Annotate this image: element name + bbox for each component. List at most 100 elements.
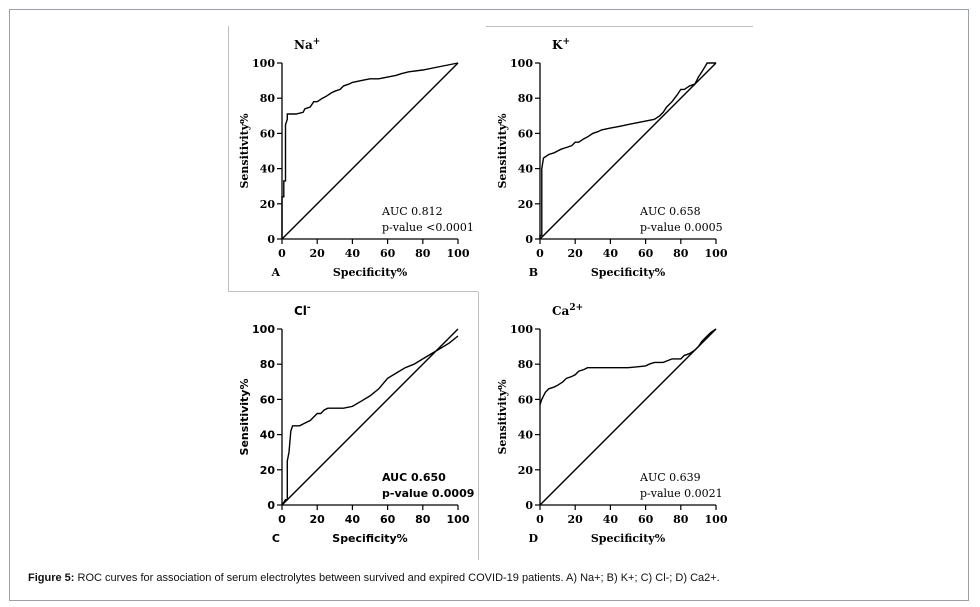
x-tick-label: 0 bbox=[278, 247, 286, 260]
x-tick-label: 80 bbox=[673, 247, 689, 260]
x-tick-label: 20 bbox=[310, 247, 326, 260]
x-tick-label: 60 bbox=[380, 247, 396, 260]
x-tick-label: 60 bbox=[380, 513, 396, 526]
y-tick-label: 60 bbox=[260, 393, 276, 406]
roc-chart-cl: 0 20 40 60 80 100 0 20 40 60 80 100 Cl- Specificity% S… bbox=[238, 303, 474, 545]
y-tick-label: 20 bbox=[260, 198, 276, 211]
plot-title-superscript: 2+ bbox=[569, 303, 583, 313]
roc-curve-line bbox=[539, 328, 717, 405]
y-tick-label: 0 bbox=[525, 233, 533, 246]
panel-a-bottom-border bbox=[228, 291, 478, 292]
x-tick-label: 100 bbox=[447, 247, 470, 260]
reference-diagonal-line bbox=[281, 328, 459, 506]
p-value-annotation: p-value 0.0021 bbox=[640, 487, 723, 500]
y-tick-label: 60 bbox=[518, 127, 534, 140]
x-tick-label: 100 bbox=[705, 513, 728, 526]
y-tick-label: 60 bbox=[260, 127, 276, 140]
x-tick-label: 100 bbox=[447, 513, 470, 526]
y-tick-label: 20 bbox=[518, 198, 534, 211]
x-tick-label: 80 bbox=[415, 247, 431, 260]
auc-annotation: AUC 0.658 bbox=[639, 205, 701, 218]
y-tick-label: 40 bbox=[260, 163, 276, 176]
y-tick-label: 0 bbox=[267, 499, 275, 512]
plot-title: Cl- bbox=[294, 303, 311, 318]
y-tick-label: 100 bbox=[252, 57, 275, 70]
x-axis-label: Specificity% bbox=[591, 532, 666, 545]
y-tick-label: 80 bbox=[518, 92, 534, 105]
x-tick-label: 0 bbox=[278, 513, 286, 526]
caption-label: Figure 5: bbox=[28, 572, 75, 584]
plot-title-superscript: + bbox=[313, 37, 321, 47]
y-tick-label: 80 bbox=[260, 92, 276, 105]
x-axis-label: Specificity% bbox=[591, 266, 666, 279]
x-tick-label: 40 bbox=[345, 513, 361, 526]
panel-letter: A bbox=[270, 266, 280, 279]
x-tick-label: 20 bbox=[568, 247, 584, 260]
auc-annotation: AUC 0.650 bbox=[382, 471, 446, 484]
plot-title: Ca2+ bbox=[552, 303, 583, 318]
y-axis-label: Sensitivity% bbox=[238, 113, 251, 189]
roc-curve-line bbox=[539, 62, 716, 239]
roc-chart-ca: 0 20 40 60 80 100 0 20 40 60 80 100 Ca2+ Specificity%… bbox=[496, 303, 728, 545]
x-tick-label: 40 bbox=[345, 247, 361, 260]
x-tick-label: 80 bbox=[415, 513, 431, 526]
plot-title-text: Na bbox=[294, 38, 313, 52]
y-tick-label: 20 bbox=[518, 464, 534, 477]
x-tick-label: 20 bbox=[310, 513, 326, 526]
reference-diagonal-line bbox=[539, 328, 717, 506]
panel-b-top-border bbox=[486, 26, 753, 27]
p-value-annotation: p-value <0.0001 bbox=[382, 221, 474, 234]
panel-c-right-border bbox=[478, 292, 479, 560]
panel-letter: D bbox=[528, 532, 538, 545]
y-tick-label: 40 bbox=[518, 163, 534, 176]
plot-title: Na+ bbox=[294, 37, 320, 52]
figure-frame bbox=[9, 9, 969, 601]
p-value-annotation: p-value 0.0009 bbox=[382, 487, 474, 500]
panel-letter: C bbox=[272, 532, 280, 545]
caption-text: ROC curves for association of serum elec… bbox=[74, 572, 720, 584]
plot-title: K+ bbox=[552, 37, 570, 52]
y-tick-label: 100 bbox=[510, 57, 533, 70]
p-value-annotation: p-value 0.0005 bbox=[640, 221, 723, 234]
panel-letter: B bbox=[529, 266, 538, 279]
x-tick-label: 40 bbox=[603, 247, 619, 260]
plot-title-text: K bbox=[552, 38, 563, 52]
y-tick-label: 20 bbox=[260, 464, 276, 477]
y-tick-label: 80 bbox=[518, 358, 534, 371]
roc-chart-na: 0 20 40 60 80 100 0 20 40 60 80 100 Na+ Specificity% S… bbox=[238, 37, 474, 279]
y-tick-label: 60 bbox=[518, 393, 534, 406]
y-tick-label: 40 bbox=[518, 429, 534, 442]
auc-annotation: AUC 0.639 bbox=[639, 471, 701, 484]
y-tick-label: 100 bbox=[252, 323, 275, 336]
x-tick-label: 80 bbox=[673, 513, 689, 526]
x-tick-label: 100 bbox=[705, 247, 728, 260]
plot-title-superscript: - bbox=[307, 303, 311, 313]
y-tick-label: 0 bbox=[525, 499, 533, 512]
reference-diagonal-line bbox=[539, 62, 717, 240]
roc-curve-line bbox=[281, 335, 459, 506]
x-tick-label: 60 bbox=[638, 513, 654, 526]
plot-title-text: Cl bbox=[294, 304, 307, 318]
y-tick-label: 40 bbox=[260, 429, 276, 442]
x-axis-label: Specificity% bbox=[333, 266, 408, 279]
x-tick-label: 0 bbox=[536, 513, 544, 526]
x-axis-label: Specificity% bbox=[332, 532, 407, 545]
plot-title-superscript: + bbox=[562, 37, 570, 47]
x-tick-label: 20 bbox=[568, 513, 584, 526]
x-tick-label: 40 bbox=[603, 513, 619, 526]
y-axis-label: Sensitivity% bbox=[238, 379, 251, 456]
y-tick-label: 0 bbox=[267, 233, 275, 246]
x-tick-label: 60 bbox=[638, 247, 654, 260]
y-tick-label: 100 bbox=[510, 323, 533, 336]
roc-chart-k: 0 20 40 60 80 100 0 20 40 60 80 100 K+ Specificity% Se… bbox=[496, 37, 728, 279]
roc-curve-line bbox=[281, 62, 459, 239]
y-axis-label: Sensitivity% bbox=[496, 113, 509, 189]
figure-caption: Figure 5: ROC curves for association of … bbox=[28, 572, 720, 584]
plot-title-text: Ca bbox=[552, 304, 570, 318]
y-axis-label: Sensitivity% bbox=[496, 379, 509, 455]
auc-annotation: AUC 0.812 bbox=[381, 205, 443, 218]
x-tick-label: 0 bbox=[536, 247, 544, 260]
y-tick-label: 80 bbox=[260, 358, 276, 371]
panel-a-left-border bbox=[228, 26, 229, 292]
reference-diagonal-line bbox=[281, 62, 459, 240]
